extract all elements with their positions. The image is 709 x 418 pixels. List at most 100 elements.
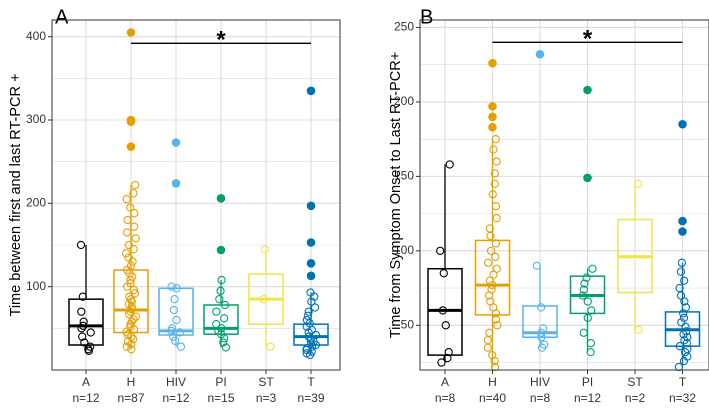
panel-a-group-pi-point <box>216 286 225 295</box>
panel-b-y-tick-label: 50 <box>401 317 415 331</box>
panel-b-group-t-outlier <box>678 227 687 236</box>
panel-b-group-h-point <box>493 321 502 330</box>
panel-b-group-t-outlier <box>678 119 687 129</box>
panel-a-group-pi-point <box>212 307 221 316</box>
panel-a-group-a-point <box>76 240 86 250</box>
panel-a-group-h <box>113 28 149 354</box>
panel-a-group-a <box>68 240 104 355</box>
panel-a-group-pi-point <box>219 338 228 347</box>
panel-a-group-a-point <box>78 332 87 341</box>
panel-b-group-pi-point <box>583 313 592 323</box>
panel-a-group-t-point <box>311 340 321 350</box>
panel-a-group-h-point <box>131 180 140 190</box>
panel-b-group-hiv-point <box>536 303 546 312</box>
panel-b-group-h-n-label: n=40 <box>479 391 506 405</box>
panel-a-group-pi-point <box>221 343 231 352</box>
panel-b-group-a-category-label: A <box>441 375 449 389</box>
panel-b-group-a-point <box>441 321 450 330</box>
panel-b-group-a-point <box>437 358 446 367</box>
panel-a-group-h-point <box>126 203 135 212</box>
panel-b-group-st-category-label: ST <box>627 375 643 389</box>
panel-b-group-pi-point <box>578 291 587 300</box>
panel-a-group-h-point <box>128 257 137 266</box>
panel-b-group-t-point <box>679 309 688 318</box>
panel-b-border <box>419 19 709 371</box>
panel-a-y-tick-label: 100 <box>26 279 46 293</box>
panel-b-group-pi-point <box>583 297 592 306</box>
panel-b-y-tick-label: 150 <box>394 169 414 183</box>
panel-a-group-hiv <box>158 138 194 351</box>
panel-a-group-t-point <box>307 339 316 348</box>
panel-b-group-a-point <box>445 160 454 169</box>
panel-b: B 50 100 150 200 250 Time from Symptom Onset t… <box>388 6 709 405</box>
panel-b-group-h-outlier <box>488 58 497 68</box>
panel-b-group-pi-category-label: PI <box>582 375 593 389</box>
panel-a-group-h-point <box>123 215 132 225</box>
panel-a-group-h-point <box>130 209 139 218</box>
panel-b-y-tick-label: 200 <box>394 94 414 108</box>
panel-b-group-h-point <box>483 343 493 352</box>
panel-b-group-hiv <box>522 49 558 352</box>
panel-b-group-h-point <box>490 179 500 188</box>
panel-a-group-hiv-category-label: HIV <box>166 375 186 389</box>
panel-a-group-a-point <box>86 342 95 351</box>
panel-a-group-st-point <box>266 342 275 351</box>
panel-b-group-st-point <box>634 179 643 188</box>
panel-b-group-h-point <box>491 252 500 261</box>
panel-b-group-hiv-box <box>522 305 558 338</box>
panel-a-group-t-outlier <box>306 86 316 96</box>
panel-a-group-t-point <box>304 307 313 316</box>
panel-a-group-h-point <box>127 345 136 354</box>
panel-a-group-a-point <box>77 324 86 333</box>
panel-b-group-t <box>664 119 701 372</box>
panel-b-group-pi-point <box>582 273 591 282</box>
panel-b-group-pi <box>569 85 606 357</box>
panel-b-group-h-point <box>489 270 498 279</box>
panel-a-group-h-point <box>131 234 140 243</box>
panel-b-group-t-point <box>681 347 690 357</box>
panel-a-group-t-point <box>305 350 315 360</box>
panel-b-group-t-point <box>679 313 689 323</box>
panel-b-group-h-point <box>489 145 498 154</box>
panel-b-group-h-point <box>491 239 501 248</box>
panel-b-group-pi-point <box>580 279 589 288</box>
panel-a-group-h-outlier <box>126 117 136 126</box>
panel-a-group-h-point <box>122 195 131 204</box>
panel-b-group-h-point <box>485 276 495 285</box>
panel-a-group-hiv-point <box>171 336 180 345</box>
panel-b-group-h-point <box>490 362 500 372</box>
panel-b-group-t-outlier <box>678 216 687 226</box>
panel-a-group-h-point <box>122 228 132 237</box>
panel-a-group-st <box>248 245 284 351</box>
panel-a-group-st-point <box>260 245 269 254</box>
panel-b-group-pi-point <box>579 328 588 337</box>
panel-b-group-h-outlier <box>488 122 497 132</box>
panel-b-group-t-point <box>681 322 690 331</box>
panel-b-group-h-point <box>484 291 494 300</box>
panel-b-group-h-category-label: H <box>488 375 497 389</box>
panel-b-group-hiv-outlier <box>535 49 545 59</box>
panel-a-group-hiv-point <box>170 295 179 304</box>
panel-a-group-pi-outlier <box>216 245 226 255</box>
panel-b-group-t-point <box>675 342 684 351</box>
panel-a-group-t-point <box>310 303 320 312</box>
panel-a-label: A <box>55 6 69 28</box>
panel-b-group-hiv-category-label: HIV <box>530 375 550 389</box>
panel-a-group-hiv-point <box>172 315 181 325</box>
panel-b-group-h-point <box>490 356 499 366</box>
panel-a-group-t <box>293 86 329 360</box>
panel-b-label: B <box>420 6 433 28</box>
panel-b-group-hiv-point <box>537 328 546 337</box>
panel-b-group-a-point <box>438 306 448 315</box>
panel-a-y-tick-label: 300 <box>26 112 46 126</box>
panel-b-group-hiv-point <box>538 324 548 333</box>
panel-b-group-st <box>617 179 653 334</box>
panel-a-group-st-n-label: n=3 <box>256 391 277 405</box>
panel-a-group-h-point <box>123 282 132 291</box>
panel-a-group-t-n-label: n=39 <box>297 391 324 405</box>
panel-a-group-a-point <box>80 338 89 347</box>
panel-a-group-pi-point <box>219 314 229 323</box>
panel-a-group-h-point <box>126 275 135 285</box>
panel-a-group-a-point <box>86 328 95 337</box>
panel-b-group-h-point <box>488 280 497 290</box>
